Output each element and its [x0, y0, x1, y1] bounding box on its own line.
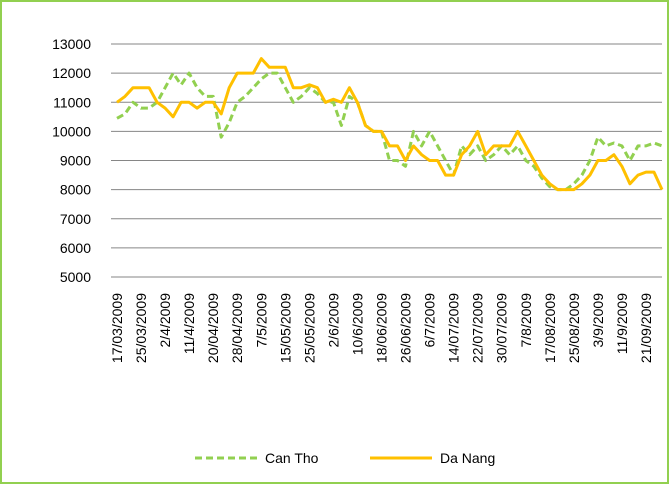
x-tick-label: 14/07/2009: [446, 293, 462, 363]
y-tick-label: 9000: [60, 153, 91, 169]
x-tick-label: 10/6/2009: [349, 293, 365, 355]
y-tick-label: 11000: [53, 94, 91, 110]
y-tick-label: 8000: [60, 182, 91, 198]
x-tick-label: 21/09/2009: [638, 293, 654, 363]
y-tick-label: 5000: [60, 269, 91, 285]
x-tick-label: 2/4/2009: [157, 293, 173, 348]
x-tick-label: 7/8/2009: [518, 293, 534, 348]
x-tick-label: 25/08/2009: [566, 293, 582, 363]
x-tick-label: 25/03/2009: [133, 293, 149, 363]
x-tick-label: 17/03/2009: [109, 293, 125, 363]
legend-label: Can Tho: [265, 450, 319, 466]
x-tick-label: 3/9/2009: [590, 293, 606, 348]
x-tick-label: 7/5/2009: [253, 293, 269, 348]
y-tick-label: 12000: [52, 65, 91, 81]
x-tick-label: 20/04/2009: [205, 293, 221, 363]
series-line: [116, 71, 663, 192]
x-tick-label: 30/07/2009: [494, 293, 510, 363]
series-line: [116, 57, 664, 192]
x-tick-label: 17/08/2009: [542, 293, 558, 363]
y-tick-label: 13000: [52, 36, 91, 52]
y-tick-label: 6000: [60, 240, 91, 256]
x-tick-label: 25/05/2009: [301, 293, 317, 363]
x-tick-label: 6/7/2009: [422, 293, 438, 348]
y-tick-label: 7000: [60, 211, 91, 227]
x-tick-label: 22/07/2009: [470, 293, 486, 363]
legend-label: Da Nang: [440, 450, 495, 466]
x-tick-label: 26/06/2009: [398, 293, 414, 363]
x-tick-label: 18/06/2009: [373, 293, 389, 363]
x-tick-label: 28/04/2009: [229, 293, 245, 363]
y-tick-label: 10000: [52, 123, 91, 139]
x-tick-label: 11/9/2009: [614, 293, 630, 354]
x-tick-label: 15/05/2009: [277, 293, 293, 363]
x-tick-label: 11/4/2009: [181, 293, 197, 354]
x-tick-label: 2/6/2009: [325, 293, 341, 348]
